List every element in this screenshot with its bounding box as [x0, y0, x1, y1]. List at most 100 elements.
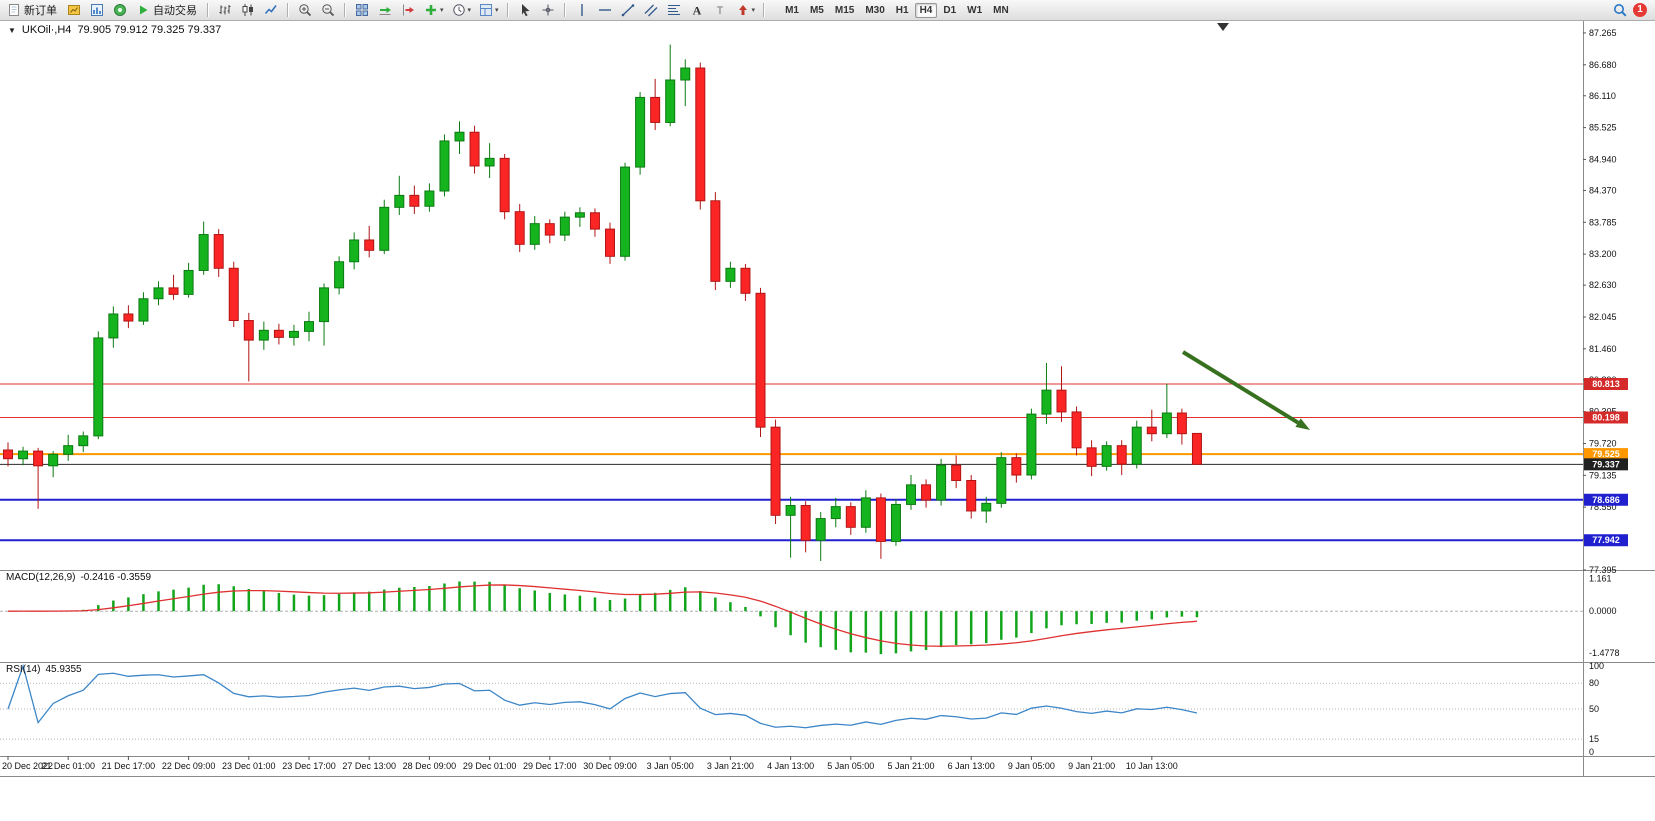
timeframe-m15-button[interactable]: M15 — [834, 4, 855, 16]
timeframe-w1-button[interactable]: W1 — [967, 4, 983, 16]
candle — [409, 194, 420, 207]
crosshair-icon — [540, 2, 556, 18]
time-axis-label: 21 Dec 01:00 — [41, 761, 95, 771]
toolbar-separator — [506, 3, 509, 17]
new-order-button[interactable]: 新订单 — [3, 0, 62, 20]
time-axis-label: 3 Jan 21:00 — [707, 761, 754, 771]
chart-shift-marker[interactable] — [1217, 23, 1229, 31]
rsi-axis-label: 0 — [1589, 747, 1594, 757]
macd-indicator-label: MACD(12,26,9) -0.2416 -0.3559 — [6, 572, 156, 583]
price-axis-label: 78.550 — [1589, 502, 1617, 512]
macd-values: -0.2416 -0.3559 — [80, 572, 152, 583]
templates-button[interactable]: ▾ — [475, 0, 502, 20]
zoom-in-icon — [297, 2, 313, 18]
candle — [93, 337, 104, 437]
candle — [1131, 426, 1142, 465]
macd-axis-label: 1.161 — [1589, 573, 1612, 583]
crosshair-button[interactable] — [537, 0, 559, 20]
bar-chart-button[interactable] — [214, 0, 236, 20]
chart-shift-button[interactable] — [397, 0, 419, 20]
vertical-line-button[interactable] — [571, 0, 593, 20]
price-axis-label: 85.525 — [1589, 123, 1617, 133]
tile-icon — [354, 2, 370, 18]
macd-signal-line — [7, 584, 1197, 647]
dropdown-caret-icon: ▾ — [751, 7, 756, 14]
indicators-button[interactable]: ▾ — [420, 0, 447, 20]
candle — [319, 287, 330, 323]
navigator-button[interactable] — [109, 0, 131, 20]
arrows-button[interactable]: ▾ — [732, 0, 759, 20]
gold-chart-icon — [66, 2, 82, 18]
toolbar-separator — [287, 3, 289, 17]
time-axis-label: 5 Jan 21:00 — [887, 761, 934, 771]
candle — [273, 329, 284, 338]
notification-badge[interactable]: 1 — [1633, 3, 1647, 17]
clock-icon — [451, 2, 467, 18]
candle — [544, 223, 555, 236]
trend-arrow-annotation[interactable] — [1181, 350, 1310, 430]
candle — [1146, 426, 1157, 435]
market-watch-button[interactable] — [86, 0, 108, 20]
price-axis-label: 83.785 — [1589, 217, 1617, 227]
candle — [996, 457, 1007, 504]
candlestick-chart-button[interactable] — [237, 0, 259, 20]
chart-window-button[interactable] — [63, 0, 85, 20]
line-chart-button[interactable] — [260, 0, 282, 20]
chart-ohlc-values: 79.905 79.912 79.325 79.337 — [77, 24, 222, 36]
chartshift-icon — [400, 2, 416, 18]
macd-panel[interactable] — [0, 581, 1583, 655]
candle — [334, 261, 345, 289]
periods-button[interactable]: ▾ — [448, 0, 475, 20]
indicator-plus-icon — [423, 2, 439, 18]
timeframe-d1-button[interactable]: D1 — [943, 4, 957, 16]
tile-windows-button[interactable] — [351, 0, 373, 20]
price-tag — [1584, 534, 1628, 547]
time-axis-label: 29 Dec 17:00 — [523, 761, 577, 771]
text-button[interactable]: A — [686, 0, 708, 20]
label-button[interactable]: T — [709, 0, 731, 20]
candle — [379, 206, 390, 251]
price-axis-label: 87.265 — [1589, 28, 1617, 38]
price-axis-label: 86.110 — [1589, 91, 1616, 101]
fibonacci-button[interactable] — [663, 0, 685, 20]
candle — [559, 216, 570, 236]
fibo-icon — [666, 2, 682, 18]
horizontal-line-button[interactable] — [594, 0, 616, 20]
zoom-out-button[interactable] — [317, 0, 339, 20]
timeframe-m30-button[interactable]: M30 — [865, 4, 885, 16]
timeframe-m5-button[interactable]: M5 — [809, 4, 824, 16]
candle — [63, 445, 74, 455]
price-tag — [1584, 448, 1628, 461]
channel-button[interactable] — [640, 0, 662, 20]
time-axis-label: 10 Jan 13:00 — [1126, 761, 1178, 771]
timeframe-m1-button[interactable]: M1 — [785, 4, 799, 16]
trendline-button[interactable] — [617, 0, 639, 20]
horizontal-level-lines[interactable] — [0, 383, 1583, 542]
rsi-panel[interactable] — [0, 663, 1583, 740]
timeframe-h1-button[interactable]: H1 — [895, 4, 909, 16]
price-tag — [1584, 458, 1628, 471]
candle — [875, 497, 886, 542]
time-axis-label: 5 Jan 05:00 — [827, 761, 874, 771]
timeframe-h4-button[interactable]: H4 — [914, 2, 938, 18]
rsi-value: 45.9355 — [45, 664, 82, 675]
candle — [484, 157, 495, 167]
timeframe-toolbar: M1 M5 M15 M30 H1 H4 D1 W1 MN — [780, 2, 1014, 18]
price-axis[interactable]: 87.265 86.680 86.110 85.525 84.940 84.370 83.7… — [1583, 28, 1620, 757]
search-icon[interactable] — [1612, 2, 1628, 18]
zoom-in-button[interactable] — [294, 0, 316, 20]
candle — [1191, 432, 1202, 465]
candle — [394, 194, 405, 208]
macd-name: MACD(12,26,9) — [6, 572, 76, 583]
autotrading-button[interactable]: 自动交易 — [132, 0, 202, 20]
auto-scroll-button[interactable] — [374, 0, 396, 20]
bars-icon — [217, 2, 233, 18]
timeframe-mn-button[interactable]: MN — [993, 4, 1009, 16]
cursor-button[interactable] — [514, 0, 536, 20]
candle — [921, 484, 932, 501]
price-axis-label: 83.200 — [1589, 249, 1617, 259]
candle — [198, 234, 209, 271]
collapse-chart-icon[interactable]: ▼ — [8, 25, 16, 35]
